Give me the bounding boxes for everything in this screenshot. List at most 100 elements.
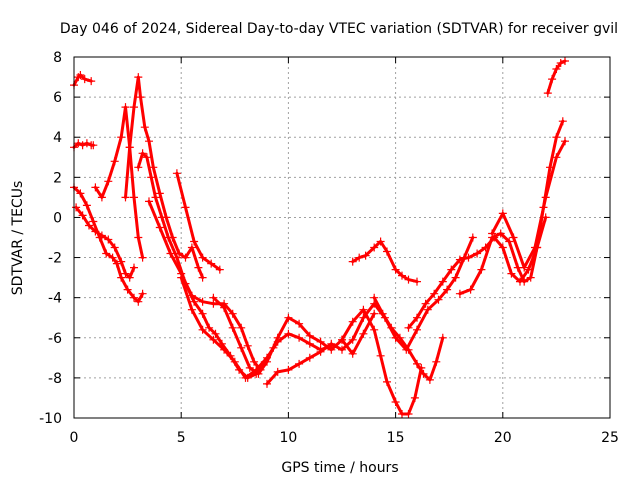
data-point bbox=[138, 253, 147, 262]
data-point bbox=[147, 173, 156, 182]
x-axis-label: GPS time / hours bbox=[281, 460, 398, 476]
data-point bbox=[89, 141, 98, 150]
data-point bbox=[438, 333, 447, 342]
data-point bbox=[89, 217, 98, 226]
data-point bbox=[220, 345, 229, 354]
series-track-o bbox=[372, 296, 445, 382]
y-tick-label: 4 bbox=[53, 130, 62, 146]
data-point bbox=[80, 75, 89, 84]
data-point bbox=[138, 289, 147, 298]
x-tick-label: 25 bbox=[601, 430, 619, 446]
data-point bbox=[104, 177, 113, 186]
data-point bbox=[391, 265, 400, 274]
data-point bbox=[102, 249, 111, 258]
data-point bbox=[468, 233, 477, 242]
data-point bbox=[520, 277, 529, 286]
y-axis-label: SDTVAR / TECUs bbox=[10, 181, 26, 296]
x-tick-label: 5 bbox=[177, 430, 186, 446]
data-point bbox=[543, 89, 552, 98]
data-point bbox=[305, 339, 314, 348]
data-point bbox=[72, 203, 81, 212]
y-tick-label: -6 bbox=[48, 331, 62, 347]
series-track-s bbox=[490, 139, 567, 270]
data-point bbox=[91, 183, 100, 192]
data-point bbox=[121, 269, 130, 278]
data-point bbox=[404, 410, 413, 418]
data-point bbox=[121, 103, 130, 112]
data-point bbox=[338, 335, 346, 344]
data-point bbox=[104, 235, 113, 244]
data-point bbox=[376, 237, 385, 246]
data-point bbox=[130, 263, 138, 272]
data-point bbox=[140, 123, 149, 132]
data-point bbox=[295, 319, 304, 328]
data-point bbox=[166, 249, 175, 258]
data-point bbox=[305, 331, 314, 340]
data-point bbox=[108, 253, 117, 262]
data-point bbox=[87, 77, 96, 86]
data-point bbox=[130, 193, 138, 202]
data-point bbox=[370, 309, 379, 318]
data-point bbox=[97, 231, 106, 240]
data-point bbox=[205, 323, 214, 332]
data-point bbox=[488, 229, 497, 238]
data-point bbox=[370, 293, 379, 302]
data-point bbox=[348, 349, 357, 358]
data-point bbox=[295, 333, 304, 342]
data-point bbox=[552, 133, 561, 142]
data-layer bbox=[70, 57, 569, 418]
data-point bbox=[338, 345, 346, 354]
data-point bbox=[552, 65, 561, 73]
data-point bbox=[142, 153, 151, 162]
data-point bbox=[520, 263, 529, 272]
data-point bbox=[250, 357, 259, 366]
data-point bbox=[172, 169, 181, 178]
data-point bbox=[413, 277, 421, 286]
data-point bbox=[464, 253, 473, 262]
data-point bbox=[387, 323, 396, 332]
plot-frame bbox=[73, 56, 611, 419]
y-tick-label: 0 bbox=[53, 210, 62, 226]
data-point bbox=[284, 313, 293, 322]
data-point bbox=[130, 293, 138, 302]
data-point bbox=[209, 293, 218, 302]
data-point bbox=[187, 243, 196, 252]
data-point bbox=[526, 273, 535, 282]
data-point bbox=[123, 285, 132, 294]
data-point bbox=[74, 139, 83, 148]
series-track-f bbox=[124, 75, 205, 280]
data-point bbox=[404, 275, 413, 284]
data-point bbox=[361, 251, 370, 260]
y-tick-label: -10 bbox=[39, 411, 62, 427]
data-point bbox=[531, 243, 539, 252]
data-point bbox=[177, 273, 186, 282]
data-point bbox=[110, 243, 119, 252]
data-point bbox=[391, 333, 400, 342]
data-point bbox=[552, 153, 561, 162]
data-point bbox=[316, 337, 325, 346]
data-point bbox=[187, 291, 196, 300]
data-point bbox=[359, 329, 368, 338]
data-point bbox=[228, 309, 237, 318]
data-point bbox=[76, 189, 85, 198]
data-point bbox=[155, 223, 164, 232]
data-point bbox=[134, 163, 143, 172]
data-point bbox=[413, 359, 421, 368]
data-point bbox=[558, 117, 567, 126]
data-point bbox=[284, 329, 293, 338]
data-point bbox=[82, 201, 91, 210]
data-point bbox=[355, 253, 364, 262]
x-tick-label: 10 bbox=[279, 430, 297, 446]
data-point bbox=[327, 339, 336, 348]
y-tick-label: -2 bbox=[48, 251, 62, 267]
series-track-r bbox=[458, 119, 565, 296]
data-point bbox=[348, 335, 357, 344]
data-point bbox=[421, 299, 430, 308]
data-point bbox=[190, 297, 199, 306]
data-point bbox=[198, 273, 207, 282]
data-point bbox=[509, 233, 518, 242]
data-point bbox=[145, 197, 153, 206]
data-point bbox=[263, 357, 271, 366]
data-point bbox=[425, 375, 434, 384]
